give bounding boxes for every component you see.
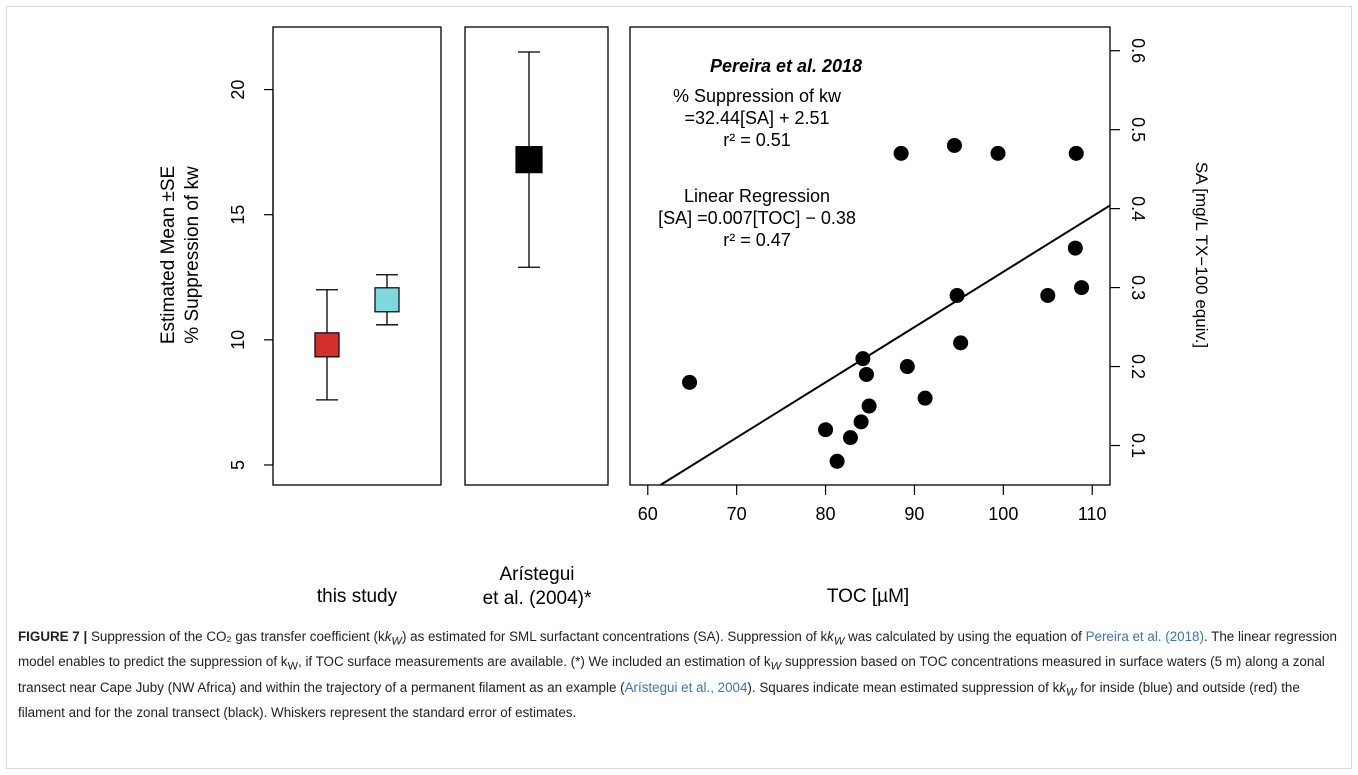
caption-sub: W xyxy=(1066,686,1077,699)
y-axis-label-line1: Estimated Mean ±SE xyxy=(158,166,179,344)
data-point xyxy=(953,335,969,351)
annotation-line3: r² = 0.51 xyxy=(723,130,791,150)
x-tick-label: 70 xyxy=(727,504,747,524)
caption-text: suppression based on TOC concentrations … xyxy=(18,654,1325,695)
panel-regression: 60 70 80 90 100 110 0.1 0.2 0.3 0.4 0.5 0.6 Pereir… xyxy=(629,26,1211,607)
data-point xyxy=(893,145,909,161)
panel1-x-label: this study xyxy=(317,586,398,607)
panel2-marks xyxy=(515,51,543,268)
panel3-x-axis: 60 70 80 90 100 110 xyxy=(638,485,1107,524)
panel3-marks xyxy=(659,137,1111,486)
data-point xyxy=(1067,240,1083,256)
x-tick-label: 110 xyxy=(1078,504,1107,524)
panel2-frame xyxy=(464,26,609,486)
y-tick-label: 15 xyxy=(228,205,248,225)
annotation-title: Pereira et al. 2018 xyxy=(710,56,862,76)
figure-frame xyxy=(6,6,1352,769)
caption-text: , if TOC surface measurements are availa… xyxy=(298,654,771,670)
y-tick-label: 20 xyxy=(228,80,248,100)
right-y-tick-label: 0.5 xyxy=(1128,117,1148,142)
data-point xyxy=(949,287,965,303)
regression-label: Linear Regression xyxy=(684,186,830,206)
caption-text: Suppression of the CO₂ gas transfer coef… xyxy=(87,629,385,644)
caption-text: . The linear regression model enables to… xyxy=(18,629,1337,670)
right-y-tick-label: 0.4 xyxy=(1128,196,1148,221)
data-point xyxy=(1068,145,1084,161)
caption-reference-link[interactable]: Pereira et al. (2018) xyxy=(1085,629,1204,644)
caption-text: ). Squares indicate mean estimated suppr… xyxy=(747,679,1060,695)
data-point xyxy=(855,351,871,367)
panel3-y-axis: 0.1 0.2 0.3 0.4 0.5 0.6 xyxy=(1110,38,1148,458)
caption-text: for inside (blue) and outside (red) the … xyxy=(18,679,1300,720)
caption-sub: W xyxy=(287,660,298,673)
data-point xyxy=(899,359,915,375)
data-point xyxy=(946,137,962,153)
data-point xyxy=(1074,280,1090,296)
x-tick-label: 80 xyxy=(816,504,836,524)
caption-text: was calculated by using the equation of xyxy=(844,629,1086,644)
panel-aristegui: Arístegui et al. (2004)* xyxy=(464,26,609,609)
annotation-line1: % Suppression of kw xyxy=(673,86,842,106)
regression-equation: [SA] =0.007[TOC] − 0.38 xyxy=(658,208,856,228)
panel1-frame xyxy=(272,26,442,486)
right-y-tick-label: 0.1 xyxy=(1128,433,1148,458)
x-tick-label: 90 xyxy=(904,504,924,524)
panel3-frame xyxy=(629,26,1111,486)
y-axis-label-line2: % Suppression of kw xyxy=(182,166,203,344)
data-point xyxy=(829,453,845,469)
panel-this-study: 5 10 15 20 Estimated Mean ±SE % Suppression… xyxy=(158,26,442,607)
data-point xyxy=(818,422,834,438)
y-tick-label: 5 xyxy=(228,460,248,470)
caption-figure-label: FIGURE 7 | xyxy=(18,629,88,644)
right-y-tick-label: 0.2 xyxy=(1128,354,1148,379)
mean-square-outside xyxy=(314,332,340,358)
caption-sub: W xyxy=(391,635,402,648)
annotation-line2: =32.44[SA] + 2.51 xyxy=(684,108,829,128)
x-tick-label: 60 xyxy=(638,504,658,524)
caption-sub: W xyxy=(833,635,845,648)
panel3-x-label: TOC [µM] xyxy=(827,586,909,607)
regression-r2: r² = 0.47 xyxy=(723,230,791,250)
data-point xyxy=(861,398,877,414)
right-y-tick-label: 0.3 xyxy=(1128,275,1148,300)
panel2-x-label-line1: Arístegui xyxy=(500,564,575,585)
figure-chart: 5 10 15 20 Estimated Mean ±SE % Suppression… xyxy=(158,26,1211,609)
data-point xyxy=(682,374,698,390)
caption-k: k xyxy=(384,629,392,644)
panel1-marks xyxy=(314,274,400,401)
caption-k: k xyxy=(1059,679,1066,695)
right-y-tick-label: 0.6 xyxy=(1128,38,1148,63)
data-point xyxy=(858,366,874,382)
regression-line xyxy=(659,204,1111,486)
data-point xyxy=(1040,287,1056,303)
panel2-x-label-line2: et al. (2004)* xyxy=(483,588,592,609)
caption-k: k xyxy=(827,629,834,644)
caption-reference-link[interactable]: Arístegui et al., 2004 xyxy=(624,679,748,695)
panel1-y-axis: 5 10 15 20 xyxy=(228,80,274,470)
figure-caption: FIGURE 7 | Suppression of the CO₂ gas tr… xyxy=(18,627,1340,723)
data-point xyxy=(842,430,858,446)
x-tick-label: 100 xyxy=(988,504,1018,524)
y-tick-label: 10 xyxy=(228,330,248,350)
mean-square-inside xyxy=(374,287,400,313)
right-y-axis-label: SA [mg/L TX−100 equiv.] xyxy=(1192,162,1211,348)
data-point xyxy=(990,145,1006,161)
caption-text: ) as estimated for SML surfactant concen… xyxy=(401,629,828,644)
data-point xyxy=(917,390,933,406)
data-point xyxy=(853,414,869,430)
mean-square-zonal-transect xyxy=(515,146,543,174)
caption-sub: W xyxy=(770,660,782,673)
